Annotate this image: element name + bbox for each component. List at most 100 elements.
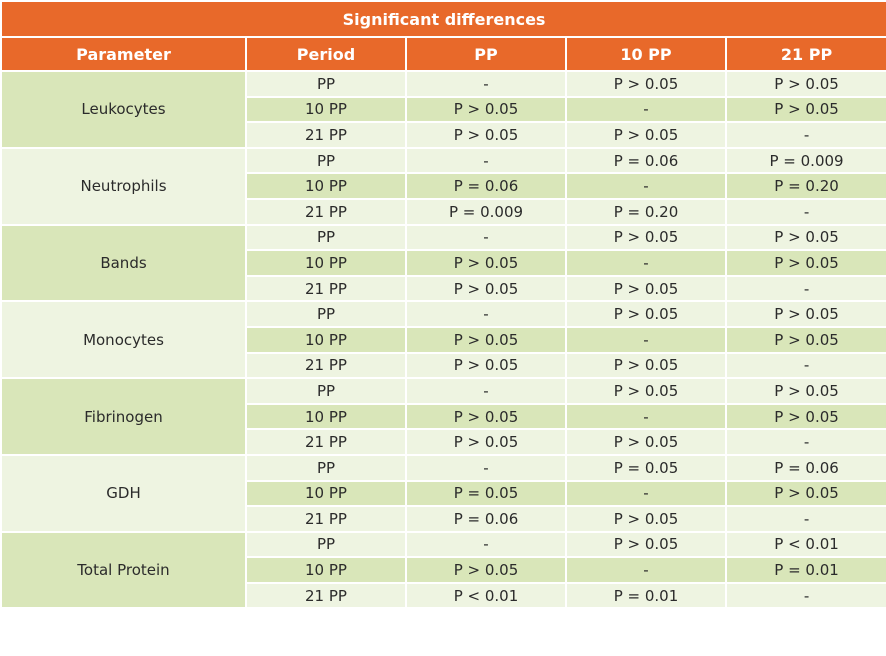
value-cell: P > 0.05: [405, 121, 567, 149]
period-cell: PP: [245, 70, 407, 98]
table-row: 10 PP P = 0.05- P > 0.05: [1, 479, 886, 508]
value-cell: P < 0.01: [405, 581, 567, 610]
period-cell: 10 PP: [245, 172, 407, 200]
table-row: 21 PP P > 0.05 P > 0.05-: [1, 351, 886, 380]
value-cell: P = 0.06: [405, 172, 567, 200]
table-row: 10 PP P > 0.05- P = 0.01: [1, 556, 886, 584]
value-cell: P = 0.06: [724, 453, 886, 482]
period-cell: 21 PP: [245, 428, 407, 456]
table-title: Significant differences: [0, 0, 886, 38]
significant-differences-table: Significant differences Parameter Period…: [0, 0, 886, 610]
value-cell: P > 0.05: [405, 351, 567, 380]
value-cell: P < 0.01: [724, 530, 886, 559]
table-row: 21 PP P = 0.06 P > 0.05-: [1, 505, 886, 533]
value-cell: P > 0.05: [405, 325, 567, 354]
column-header-10pp: 10 PP: [565, 36, 727, 72]
value-cell: -: [565, 402, 727, 431]
value-cell: P = 0.06: [405, 505, 567, 533]
value-cell: -: [565, 172, 727, 200]
table-row: Total Protein PP - P > 0.05 P < 0.01: [0, 530, 886, 610]
value-cell: P > 0.05: [724, 223, 886, 252]
column-header-pp: PP: [405, 36, 567, 72]
value-cell: -: [565, 556, 727, 584]
table-row: Bands PP - P > 0.05 P > 0.05: [0, 223, 886, 303]
value-cell: P > 0.05: [724, 249, 886, 277]
value-cell: -: [405, 70, 567, 98]
value-cell: P = 0.05: [565, 453, 727, 482]
value-cell: P > 0.05: [724, 402, 886, 431]
period-cell: PP: [245, 377, 407, 405]
table-row: Fibrinogen PP - P > 0.05 P > 0.05: [0, 377, 886, 456]
value-cell: P > 0.05: [565, 300, 727, 328]
period-cell: PP: [245, 146, 407, 175]
value-cell: -: [724, 581, 886, 610]
table-row: 21 PP P = 0.009 P = 0.20-: [1, 197, 886, 226]
period-cell: PP: [245, 530, 407, 559]
parameter-cell: Leukocytes: [0, 70, 247, 149]
value-cell: P > 0.05: [724, 70, 886, 98]
period-cell: PP: [245, 223, 407, 252]
value-cell: P > 0.05: [565, 274, 727, 303]
value-cell: P > 0.05: [405, 95, 567, 124]
period-cell: 10 PP: [245, 556, 407, 584]
value-cell: P > 0.05: [724, 95, 886, 124]
value-cell: P > 0.05: [405, 249, 567, 277]
value-cell: -: [724, 197, 886, 226]
period-cell: 21 PP: [245, 351, 407, 380]
value-cell: P > 0.05: [724, 479, 886, 508]
value-cell: -: [565, 325, 727, 354]
value-cell: P > 0.05: [724, 377, 886, 405]
parameter-cell: Monocytes: [0, 300, 247, 380]
table-row: 21 PP P > 0.05 P > 0.05-: [1, 428, 886, 456]
value-cell: P > 0.05: [565, 121, 727, 149]
column-header-parameter: Parameter: [0, 36, 247, 72]
value-cell: P > 0.05: [565, 223, 727, 252]
period-cell: 10 PP: [245, 402, 407, 431]
table-row: Neutrophils PP - P = 0.06 P = 0.009: [0, 146, 886, 226]
table-row: 10 PP P = 0.06- P = 0.20: [1, 172, 886, 200]
parameter-cell: GDH: [0, 453, 247, 533]
period-cell: PP: [245, 300, 407, 328]
period-cell: 21 PP: [245, 505, 407, 533]
value-cell: P > 0.05: [405, 274, 567, 303]
table-row: GDH PP - P = 0.05 P = 0.06: [0, 453, 886, 533]
value-cell: -: [724, 505, 886, 533]
value-cell: P > 0.05: [565, 530, 727, 559]
period-cell: 21 PP: [245, 121, 407, 149]
value-cell: P = 0.05: [405, 479, 567, 508]
column-header-period: Period: [245, 36, 407, 72]
value-cell: -: [724, 351, 886, 380]
period-cell: 10 PP: [245, 95, 407, 124]
value-cell: P > 0.05: [565, 351, 727, 380]
table-row: 10 PP P > 0.05- P > 0.05: [1, 95, 886, 124]
value-cell: P = 0.01: [724, 556, 886, 584]
value-cell: -: [405, 300, 567, 328]
value-cell: P > 0.05: [565, 377, 727, 405]
table-row: Leukocytes PP - P > 0.05 P > 0.05: [0, 70, 886, 149]
table-row: Monocytes PP - P > 0.05 P > 0.05: [0, 300, 886, 380]
value-cell: -: [724, 274, 886, 303]
value-cell: P > 0.05: [565, 428, 727, 456]
table-title-row: Significant differences: [0, 0, 886, 38]
parameter-cell: Fibrinogen: [0, 377, 247, 456]
value-cell: -: [405, 223, 567, 252]
table-row: 21 PP P > 0.05 P > 0.05-: [1, 121, 886, 149]
period-cell: 10 PP: [245, 325, 407, 354]
value-cell: P > 0.05: [724, 325, 886, 354]
period-cell: 10 PP: [245, 479, 407, 508]
value-cell: P = 0.06: [565, 146, 727, 175]
value-cell: P > 0.05: [405, 402, 567, 431]
table-body: Leukocytes PP - P > 0.05 P > 0.05 10 PP P > 0.…: [0, 70, 886, 610]
value-cell: P = 0.20: [724, 172, 886, 200]
period-cell: 21 PP: [245, 197, 407, 226]
parameter-cell: Total Protein: [0, 530, 247, 610]
parameter-cell: Bands: [0, 223, 247, 303]
value-cell: -: [405, 453, 567, 482]
value-cell: P > 0.05: [405, 556, 567, 584]
value-cell: P > 0.05: [565, 70, 727, 98]
column-header-21pp: 21 PP: [724, 36, 886, 72]
parameter-cell: Neutrophils: [0, 146, 247, 226]
value-cell: -: [405, 377, 567, 405]
table-row: 21 PP P < 0.01 P = 0.01-: [1, 581, 886, 610]
period-cell: 21 PP: [245, 274, 407, 303]
